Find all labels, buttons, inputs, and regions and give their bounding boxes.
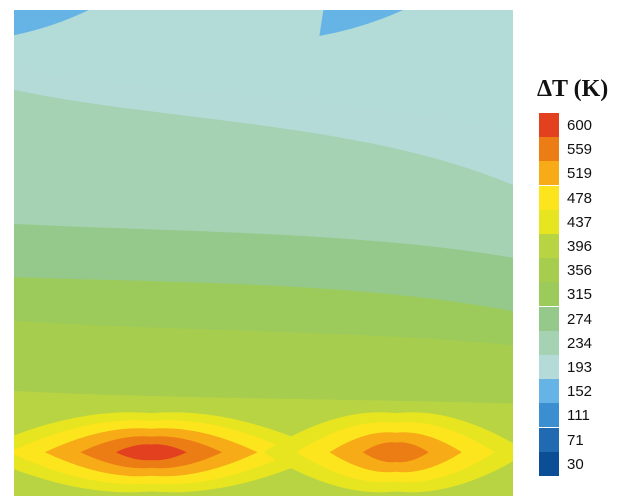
colorbar-label-519: 519: [567, 165, 593, 183]
colorbar-label-478: 478: [567, 189, 593, 207]
colorbar-label-71: 71: [567, 431, 584, 449]
colorbar-label-234: 234: [567, 334, 593, 352]
colorbar-label-274: 274: [567, 310, 593, 328]
colorbar-label-559: 559: [567, 141, 593, 159]
colorbar-label-356: 356: [567, 262, 593, 280]
colorbar-label-152: 152: [567, 383, 593, 401]
colorbar-swatch-30: [539, 451, 559, 476]
colorbar-label-437: 437: [567, 213, 593, 231]
colorbar-swatch-315: [539, 282, 559, 307]
colorbar-swatch-152: [539, 379, 559, 404]
colorbar-swatch-111: [539, 403, 559, 428]
colorbar-swatch-396: [539, 234, 559, 258]
colorbar-label-30: 30: [567, 455, 584, 473]
colorbar-label-111: 111: [567, 407, 590, 425]
colorbar-label-315: 315: [567, 286, 593, 304]
contour-fill-group: [14, 10, 513, 496]
colorbar-swatch-193: [539, 355, 559, 379]
colorbar-swatch-600: [539, 113, 559, 137]
colorbar-swatch-356: [539, 258, 559, 283]
cold-spot-1: [14, 10, 89, 36]
colorbar-swatch-559: [539, 137, 559, 162]
colorbar-label-396: 396: [567, 238, 593, 255]
hot-spot-1-level-600: [115, 444, 187, 461]
colorbar-label-193: 193: [567, 359, 593, 376]
colorbar-title: ΔT (K): [537, 76, 609, 102]
cold-spot-2: [319, 10, 404, 36]
hot-spot-2-level-559: [362, 442, 429, 463]
colorbar-swatch-71: [539, 427, 559, 452]
colorbar-swatch-234: [539, 330, 559, 355]
colorbar-swatch-478: [539, 185, 559, 210]
colorbar-swatch-437: [539, 209, 559, 234]
colorbar-swatch-274: [539, 306, 559, 331]
colorbar-swatch-519: [539, 161, 559, 186]
colorbar-label-600: 600: [567, 117, 593, 134]
